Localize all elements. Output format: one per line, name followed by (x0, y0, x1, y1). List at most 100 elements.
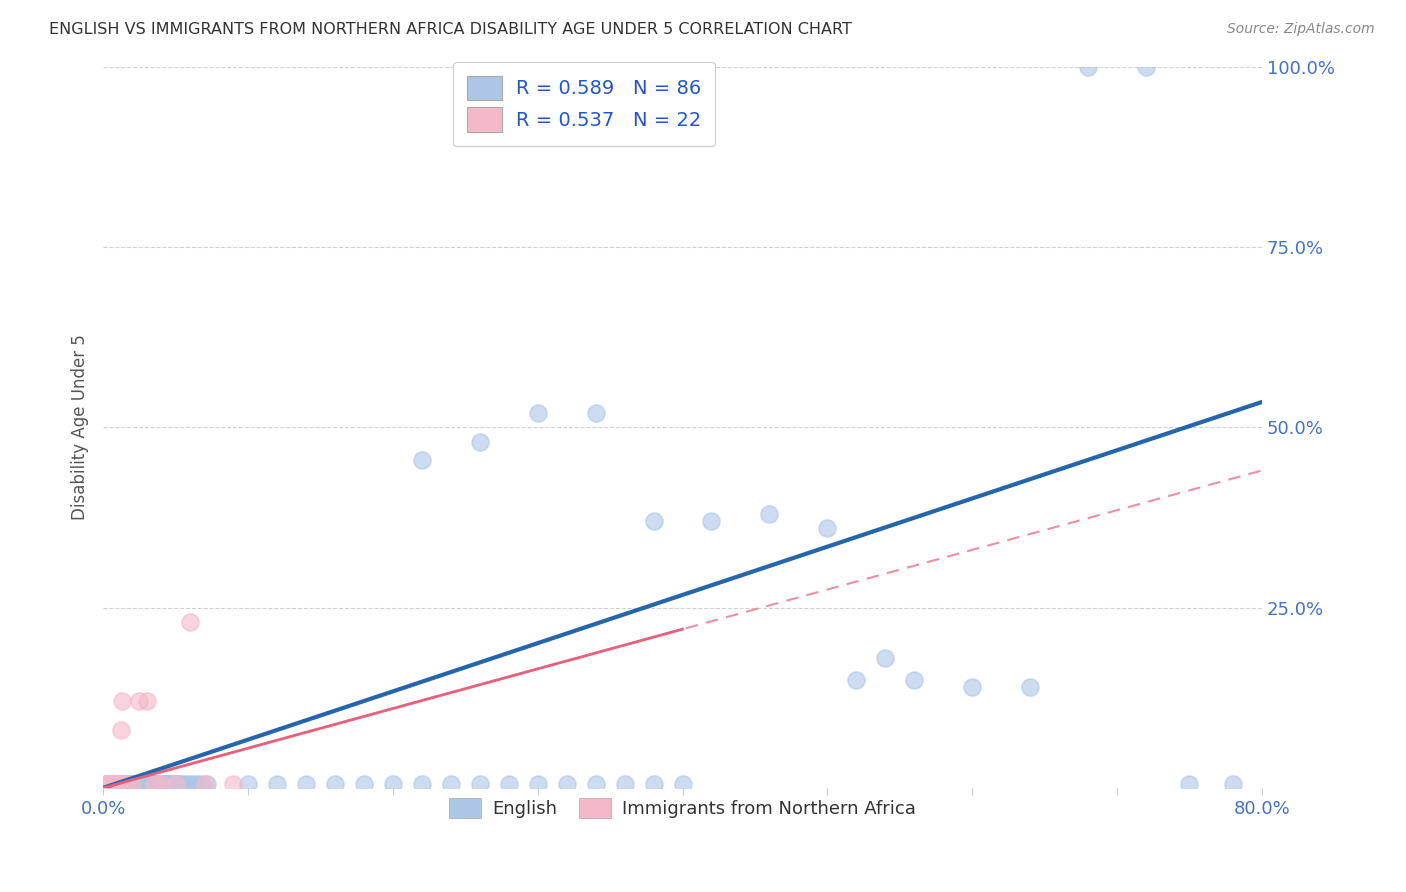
Point (108, 777, 131, 791)
Point (197, 777, 219, 791)
Y-axis label: Disability Age Under 5: Disability Age Under 5 (72, 334, 89, 520)
Point (167, 777, 190, 791)
Point (159, 777, 181, 791)
Point (149, 777, 172, 791)
Point (97, 777, 120, 791)
Point (108, 777, 131, 791)
Point (172, 777, 194, 791)
Point (105, 777, 128, 791)
Point (101, 777, 124, 791)
Point (104, 777, 127, 791)
Point (122, 777, 145, 791)
Point (96, 777, 118, 791)
Point (903, 673, 925, 687)
Point (103, 777, 125, 791)
Point (190, 777, 212, 791)
Point (97, 777, 120, 791)
Point (468, 777, 491, 791)
Point (111, 694, 134, 708)
Legend: English, Immigrants from Northern Africa: English, Immigrants from Northern Africa (441, 790, 924, 826)
Point (117, 777, 139, 791)
Point (110, 777, 132, 791)
Point (141, 777, 163, 791)
Point (671, 777, 693, 791)
Point (142, 777, 165, 791)
Point (110, 723, 132, 738)
Point (125, 777, 148, 791)
Point (121, 777, 143, 791)
Point (585, 777, 607, 791)
Point (139, 777, 162, 791)
Point (94, 777, 117, 791)
Point (758, 507, 780, 521)
Point (124, 777, 146, 791)
Point (165, 777, 187, 791)
Point (153, 777, 176, 791)
Point (266, 777, 288, 791)
Point (174, 777, 197, 791)
Point (150, 777, 173, 791)
Point (107, 777, 129, 791)
Point (145, 777, 167, 791)
Point (100, 777, 122, 791)
Point (160, 777, 183, 791)
Point (643, 777, 665, 791)
Point (100, 777, 122, 791)
Point (643, 514, 665, 528)
Point (129, 777, 152, 791)
Point (1019, 680, 1042, 694)
Point (136, 777, 159, 791)
Point (236, 777, 259, 791)
Point (134, 777, 156, 791)
Point (131, 777, 153, 791)
Point (166, 777, 188, 791)
Point (114, 777, 136, 791)
Point (222, 777, 245, 791)
Point (128, 777, 150, 791)
Point (121, 777, 143, 791)
Point (1222, 777, 1244, 791)
Point (127, 777, 149, 791)
Point (111, 777, 134, 791)
Point (107, 777, 129, 791)
Point (585, 406, 607, 420)
Point (179, 615, 201, 629)
Point (381, 777, 404, 791)
Point (138, 777, 160, 791)
Point (181, 777, 204, 791)
Point (411, 452, 433, 467)
Point (875, 651, 897, 665)
Point (96, 777, 118, 791)
Point (526, 406, 548, 420)
Point (150, 777, 173, 791)
Point (186, 777, 208, 791)
Point (295, 777, 318, 791)
Point (353, 777, 375, 791)
Point (114, 777, 136, 791)
Point (120, 777, 142, 791)
Point (526, 777, 548, 791)
Point (155, 777, 177, 791)
Point (143, 777, 166, 791)
Point (815, 521, 838, 535)
Point (142, 777, 165, 791)
Point (101, 777, 124, 791)
Point (323, 777, 346, 791)
Point (169, 777, 191, 791)
Text: Source: ZipAtlas.com: Source: ZipAtlas.com (1227, 22, 1375, 37)
Point (94, 777, 117, 791)
Point (156, 777, 179, 791)
Point (146, 777, 169, 791)
Point (845, 673, 868, 687)
Point (157, 777, 180, 791)
Point (1077, 60, 1099, 74)
Point (162, 777, 184, 791)
Point (103, 777, 125, 791)
Point (411, 777, 433, 791)
Point (1178, 777, 1201, 791)
Point (468, 434, 491, 449)
Text: ENGLISH VS IMMIGRANTS FROM NORTHERN AFRICA DISABILITY AGE UNDER 5 CORRELATION CH: ENGLISH VS IMMIGRANTS FROM NORTHERN AFRI… (49, 22, 852, 37)
Point (163, 777, 186, 791)
Point (960, 680, 983, 694)
Point (440, 777, 463, 791)
